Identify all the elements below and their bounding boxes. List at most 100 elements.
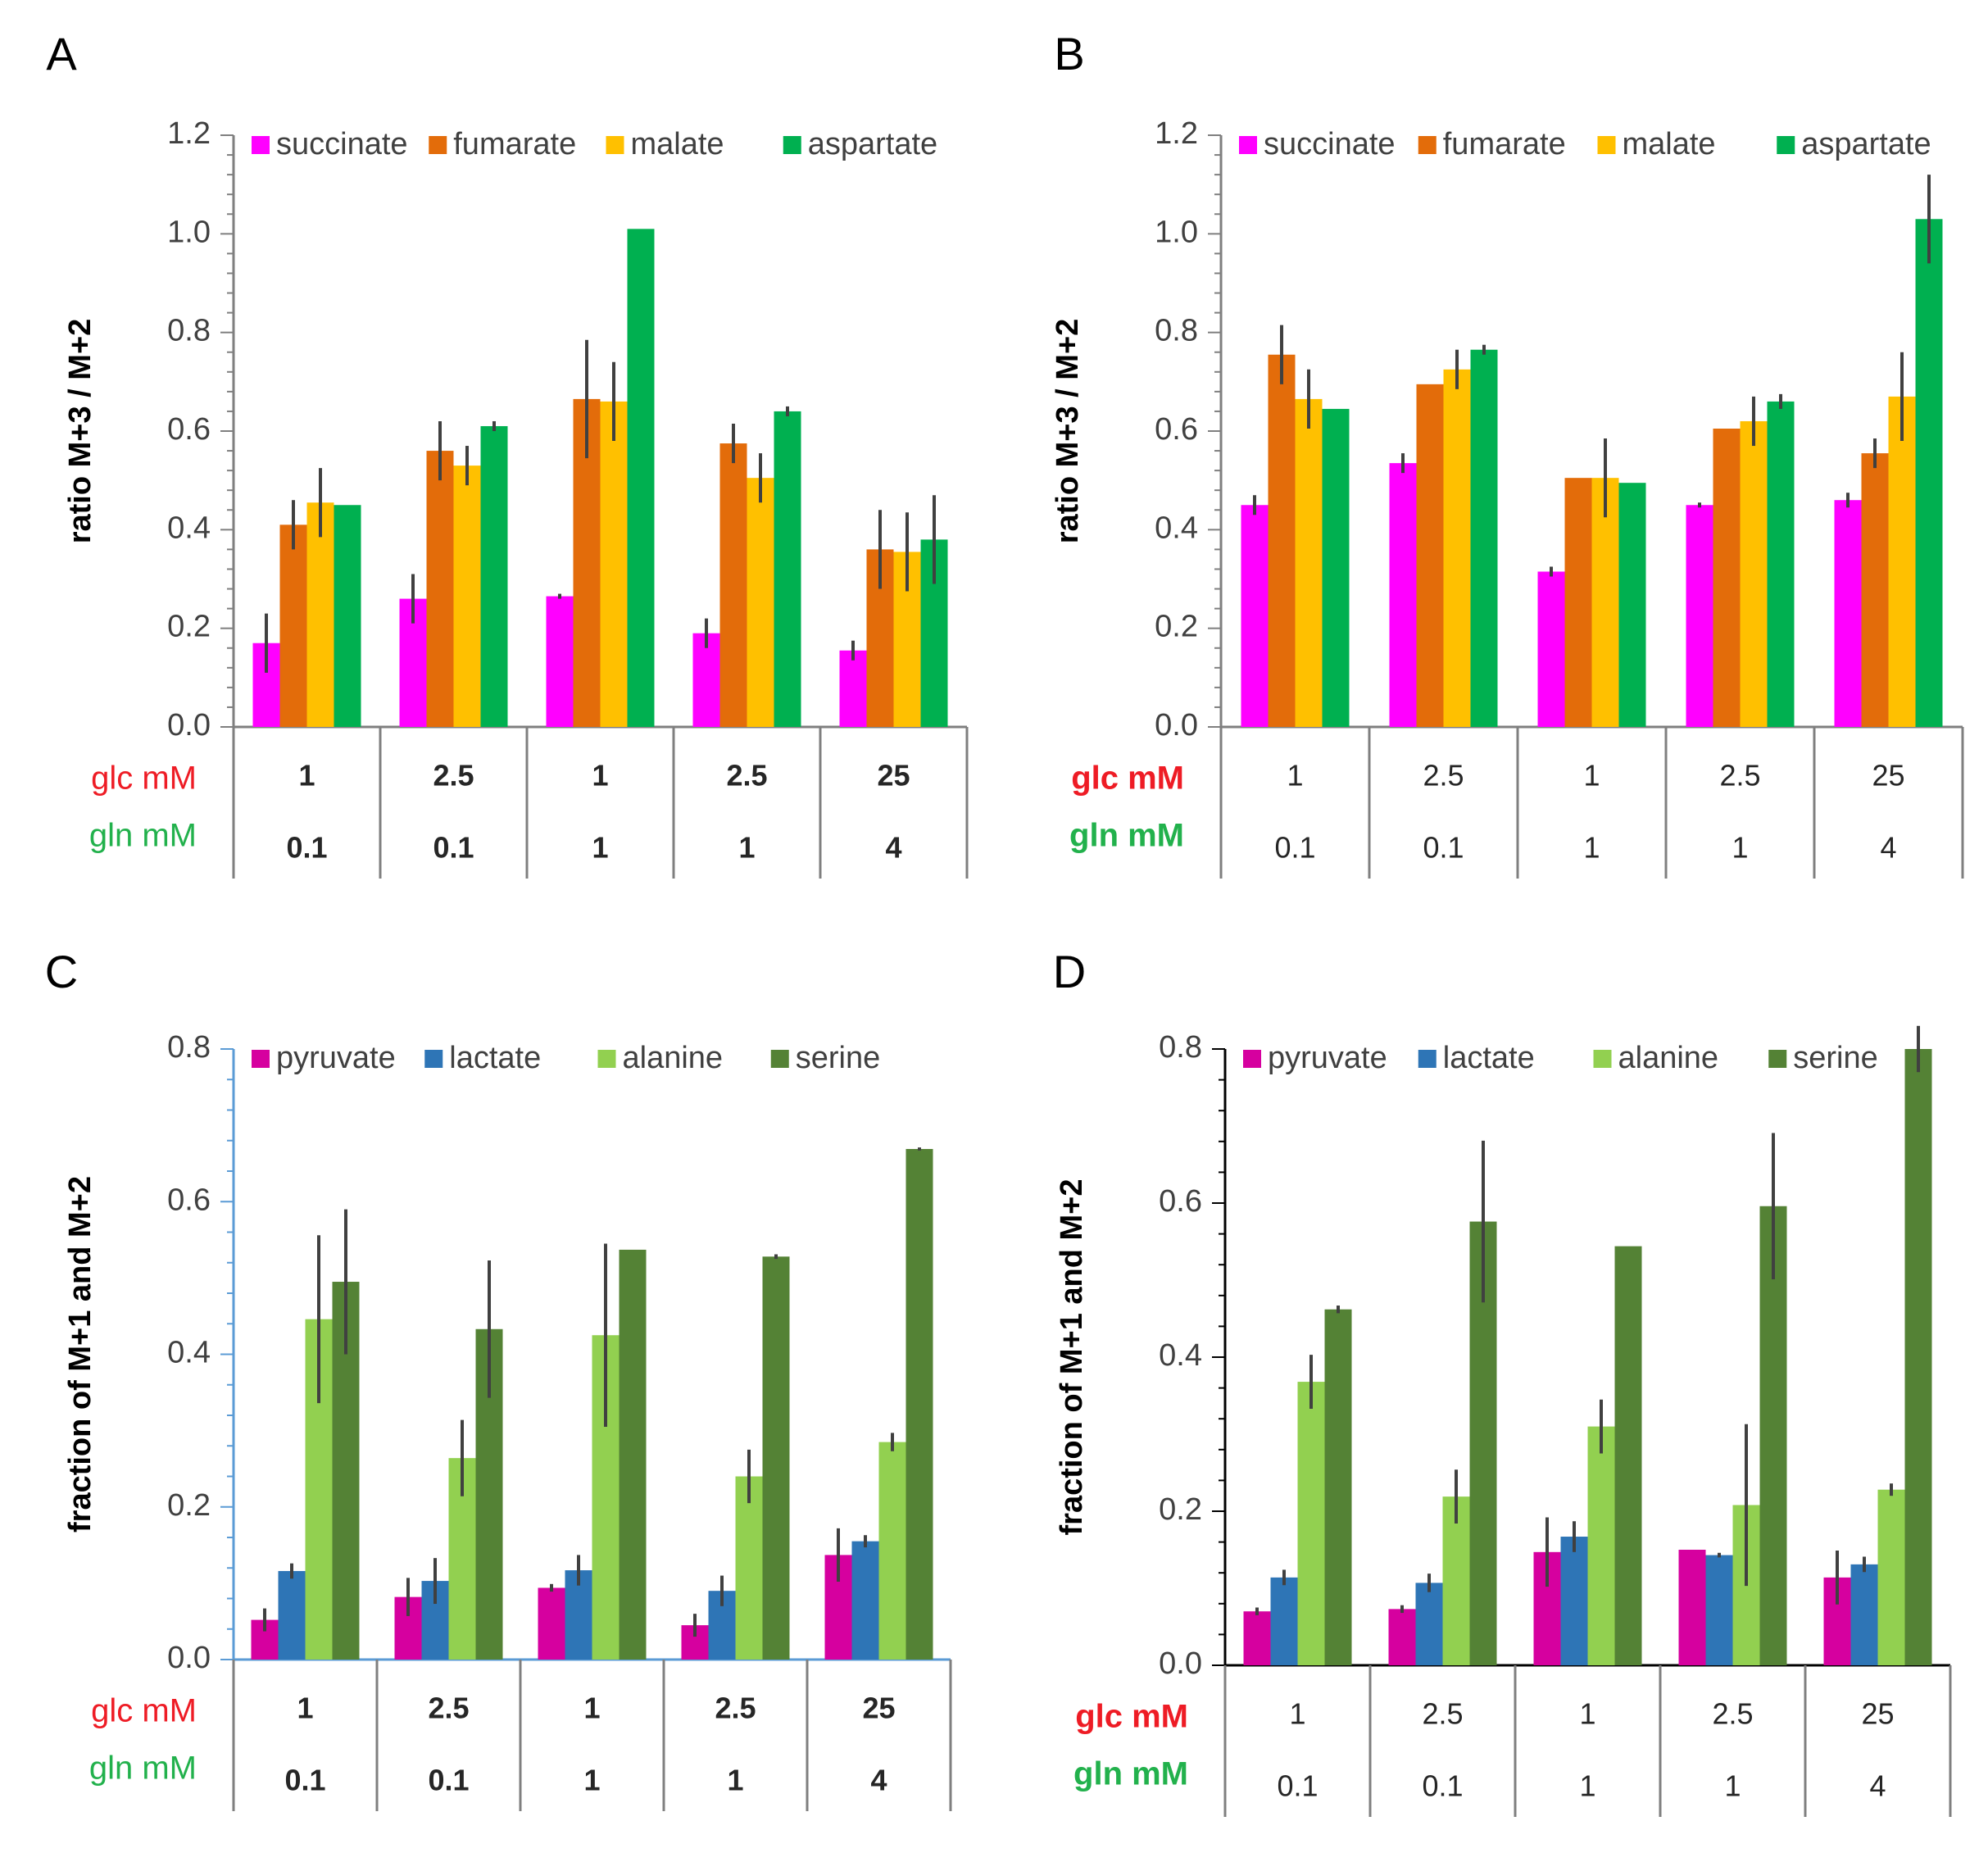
y-tick-label: 0.2	[1155, 610, 1198, 644]
bar-alanine	[735, 1476, 763, 1660]
legend-swatch-pyruvate	[252, 1050, 270, 1068]
legend-label-succinate: succinate	[1264, 127, 1396, 161]
y-tick-label: 0.8	[1155, 314, 1198, 348]
legend-label-malate: malate	[631, 127, 724, 161]
gln-category-label: 4	[1880, 831, 1896, 865]
glc-category-label: 2.5	[428, 1692, 469, 1725]
panel-a: A 0.0 0.2 0.4 0.6 0.8 1.0 1.2 ratio M+3 / M+2 glc…	[46, 28, 969, 879]
gln-category-label: 1	[1732, 831, 1748, 865]
glc-category-label: 2.5	[1423, 759, 1464, 792]
y-tick-label: 0.0	[1155, 708, 1198, 742]
legend-swatch-fumarate	[1418, 136, 1437, 154]
legend-label-succinate: succinate	[276, 127, 408, 161]
bar-aspartate	[334, 505, 361, 727]
glc-category-label: 25	[1861, 1697, 1894, 1731]
bar-aspartate	[1915, 219, 1943, 727]
bar-fumarate	[1268, 354, 1296, 727]
gln-row-label: gln mM	[89, 1751, 197, 1787]
bar-fumarate	[1416, 384, 1444, 727]
glc-row-label: glc mM	[91, 1693, 197, 1729]
bar-pyruvate	[538, 1587, 565, 1660]
legend-swatch-succinate	[1239, 136, 1257, 154]
y-axis-title: ratio M+3 / M+2	[63, 319, 98, 544]
bar-malate	[1591, 478, 1619, 727]
y-tick-label: 0.4	[167, 511, 211, 545]
legend-swatch-pyruvate	[1243, 1050, 1261, 1068]
legend-label-pyruvate: pyruvate	[276, 1041, 396, 1075]
glc-category-label: 2.5	[715, 1692, 756, 1725]
glc-category-label: 2.5	[1422, 1697, 1463, 1731]
gln-category-label: 1	[592, 831, 608, 865]
y-axis-title: fraction of M+1 and M+2	[63, 1176, 98, 1533]
bar-malate	[1740, 420, 1768, 727]
glc-category-label: 1	[1289, 1697, 1305, 1731]
bar-succinate	[1389, 463, 1417, 727]
panel-letter: D	[1053, 946, 1086, 997]
legend-label-alanine: alanine	[1618, 1041, 1719, 1075]
gln-row-label: gln mM	[89, 818, 197, 854]
bar-serine	[1759, 1206, 1787, 1665]
y-tick-label: 0.6	[167, 412, 211, 447]
y-tick-label: 0.4	[1155, 511, 1198, 545]
gln-category-label: 0.1	[1423, 831, 1464, 865]
bar-succinate	[1537, 571, 1565, 727]
glc-row-label: glc mM	[91, 761, 197, 797]
bar-fumarate	[719, 443, 747, 727]
y-tick-label: 0.8	[1159, 1030, 1202, 1065]
gln-category-label: 4	[885, 831, 901, 865]
bar-serine	[1904, 1049, 1932, 1665]
y-tick-label: 0.8	[167, 1030, 211, 1065]
gln-category-label: 4	[870, 1764, 887, 1797]
bar-succinate	[1241, 505, 1269, 727]
bar-malate	[1295, 398, 1323, 727]
bar-alanine	[1877, 1489, 1905, 1665]
bar-malate	[1443, 369, 1471, 727]
gln-row-label: gln mM	[1069, 818, 1184, 854]
y-tick-label: 0.6	[1159, 1184, 1202, 1219]
legend-swatch-succinate	[252, 136, 270, 154]
legend-label-aspartate: aspartate	[808, 127, 937, 161]
y-tick-label: 0.4	[167, 1336, 211, 1370]
gln-category-label: 1	[738, 831, 755, 865]
legend-swatch-serine	[1768, 1050, 1787, 1068]
bar-lactate	[1415, 1583, 1443, 1665]
panel-c: C 0.0 0.2 0.4 0.6 0.8 fraction of M+1 and M+2 g…	[45, 946, 952, 1811]
glc-category-label: 1	[297, 1692, 313, 1725]
bar-malate	[1888, 396, 1916, 727]
y-tick-label: 1.0	[167, 215, 211, 249]
legend-swatch-fumarate	[429, 136, 447, 154]
glc-category-label: 2.5	[433, 759, 474, 792]
bar-succinate	[692, 633, 720, 727]
legend-swatch-lactate	[424, 1050, 443, 1068]
bar-serine	[762, 1256, 790, 1660]
gln-category-label: 0.1	[286, 831, 327, 865]
bar-succinate	[546, 596, 574, 727]
bar-alanine	[1297, 1382, 1325, 1665]
glc-category-label: 1	[592, 759, 608, 792]
legend-label-pyruvate: pyruvate	[1268, 1041, 1387, 1075]
bar-malate	[306, 502, 334, 727]
panel-d: D 0.0 0.2 0.4 0.6 0.8 fraction of M+1 and M+2 g…	[1053, 946, 1952, 1817]
gln-category-label: 4	[1869, 1769, 1886, 1803]
panel-letter: C	[45, 946, 78, 997]
gln-category-label: 1	[1724, 1769, 1741, 1803]
bar-alanine	[878, 1442, 906, 1660]
glc-category-label: 1	[298, 759, 315, 792]
bar-serine	[1324, 1309, 1352, 1665]
glc-row-label: glc mM	[1071, 761, 1184, 797]
legend-swatch-lactate	[1418, 1050, 1437, 1068]
y-tick-label: 0.6	[167, 1183, 211, 1217]
legend-label-lactate: lactate	[1443, 1041, 1535, 1075]
gln-category-label: 0.1	[1274, 831, 1315, 865]
gln-category-label: 1	[1579, 1769, 1595, 1803]
glc-category-label: 1	[1287, 759, 1303, 792]
legend-label-lactate: lactate	[449, 1041, 541, 1075]
y-axis-title: ratio M+3 / M+2	[1051, 319, 1085, 544]
panel-letter: A	[46, 28, 77, 79]
legend-swatch-alanine	[1593, 1050, 1612, 1068]
gln-category-label: 0.1	[284, 1764, 325, 1797]
bar-serine	[905, 1148, 933, 1660]
glc-category-label: 2.5	[726, 759, 767, 792]
glc-category-label: 25	[1872, 759, 1904, 792]
